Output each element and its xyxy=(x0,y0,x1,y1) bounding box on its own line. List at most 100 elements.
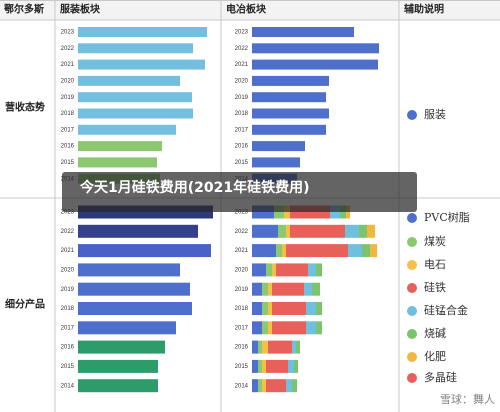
bar-segment xyxy=(288,359,294,373)
bar-segment xyxy=(268,321,272,335)
y-tick-label: 2022 xyxy=(61,46,75,52)
bar xyxy=(78,43,193,54)
y-tick-label: 2016 xyxy=(235,345,249,351)
bar-segment xyxy=(308,263,316,277)
y-tick-label: 2018 xyxy=(61,306,75,312)
bar-segment xyxy=(362,244,370,258)
bar-segment xyxy=(272,263,276,277)
legend-dot xyxy=(407,373,417,383)
y-tick-label: 2017 xyxy=(61,127,75,133)
legend-label: 硅锰合金 xyxy=(424,303,468,317)
legend-dot xyxy=(407,329,417,339)
bar-segment xyxy=(262,379,266,393)
corner-label: 鄂尔多斯 xyxy=(4,3,44,16)
row-header: 细分产品 xyxy=(5,298,45,311)
bar xyxy=(252,59,378,70)
y-tick-label: 2021 xyxy=(61,248,75,254)
bar-segment xyxy=(252,263,266,277)
bar-segment xyxy=(252,244,276,258)
bar-segment xyxy=(296,340,300,354)
bar xyxy=(78,124,176,135)
bar xyxy=(78,379,158,393)
y-tick-label: 2016 xyxy=(61,144,75,150)
y-tick-label: 2017 xyxy=(61,325,75,331)
bar xyxy=(78,340,165,354)
y-tick-label: 2018 xyxy=(61,111,75,117)
y-tick-label: 2021 xyxy=(61,62,75,68)
bar-segment xyxy=(290,224,345,238)
legend-dot xyxy=(407,352,417,362)
y-tick-label: 2021 xyxy=(235,62,249,68)
legend-label: 烧碱 xyxy=(424,327,446,340)
bar xyxy=(78,321,176,335)
y-tick-label: 2019 xyxy=(61,287,75,293)
y-tick-label: 2015 xyxy=(61,160,75,166)
bar xyxy=(78,244,211,258)
y-tick-label: 2020 xyxy=(61,78,75,84)
y-tick-label: 2018 xyxy=(235,306,249,312)
legend-dot xyxy=(407,283,417,293)
bar-segment xyxy=(292,340,296,354)
y-tick-label: 2020 xyxy=(235,78,249,84)
bar-segment xyxy=(370,244,377,258)
y-tick-label: 2018 xyxy=(235,111,249,117)
y-tick-label: 2015 xyxy=(235,364,249,370)
bar-segment xyxy=(258,340,262,354)
bar-segment xyxy=(258,359,262,373)
bar-segment xyxy=(262,340,268,354)
y-tick-label: 2014 xyxy=(61,383,75,389)
bar xyxy=(78,75,180,86)
bar-segment xyxy=(262,282,268,296)
legend-label: 服装 xyxy=(424,108,446,121)
bar-segment xyxy=(262,359,266,373)
bar-segment xyxy=(345,224,359,238)
bar-segment xyxy=(316,263,322,277)
bar xyxy=(78,59,205,70)
bar xyxy=(78,359,158,373)
bar-segment xyxy=(312,282,320,296)
bar-segment xyxy=(304,282,312,296)
bar-segment xyxy=(306,321,316,335)
bar-segment xyxy=(367,224,375,238)
bar xyxy=(252,141,305,152)
y-tick-label: 2023 xyxy=(61,30,75,36)
legend-label: 化肥 xyxy=(424,349,446,363)
y-tick-label: 2016 xyxy=(61,345,75,351)
bar xyxy=(78,92,192,103)
bar-segment xyxy=(252,302,262,315)
y-tick-label: 2019 xyxy=(235,95,249,101)
bar-segment xyxy=(272,282,304,296)
bar-segment xyxy=(359,224,367,238)
column-header: 辅助说明 xyxy=(404,3,444,16)
watermark: 雪球：舞人 xyxy=(440,392,495,406)
bar xyxy=(78,141,162,152)
bar-segment xyxy=(266,263,272,277)
bar xyxy=(78,263,180,277)
bar-segment xyxy=(252,379,258,393)
bar xyxy=(78,302,192,315)
bar xyxy=(78,108,193,119)
bar-segment xyxy=(252,282,262,296)
bar-segment xyxy=(294,359,298,373)
y-tick-label: 2022 xyxy=(235,46,249,52)
y-tick-label: 2023 xyxy=(61,210,75,216)
bar-segment xyxy=(286,379,292,393)
y-tick-label: 2014 xyxy=(235,383,249,389)
legend-label: PVC树脂 xyxy=(424,210,470,224)
caption-overlay xyxy=(62,172,417,212)
bar-segment xyxy=(316,302,322,315)
bar xyxy=(252,27,354,37)
bar-segment xyxy=(268,282,272,296)
y-tick-label: 2022 xyxy=(235,229,249,235)
y-tick-label: 2023 xyxy=(235,210,249,216)
column-header: 电冶板块 xyxy=(226,3,267,16)
bar-segment xyxy=(258,379,262,393)
bar xyxy=(252,43,379,54)
row-header: 营收态势 xyxy=(5,101,45,114)
bar-segment xyxy=(276,244,282,258)
y-tick-label: 2016 xyxy=(235,144,249,150)
bar-segment xyxy=(268,340,292,354)
bar-segment xyxy=(272,321,306,335)
bar-segment xyxy=(316,321,322,335)
